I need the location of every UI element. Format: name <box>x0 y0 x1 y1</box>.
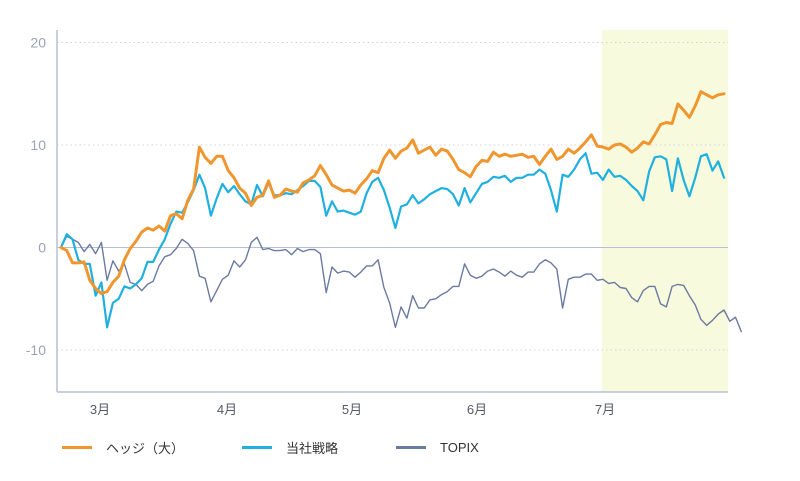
x-tick-label: 7月 <box>595 402 615 417</box>
x-tick-label: 5月 <box>342 402 362 417</box>
y-tick-labels: -10 0 10 20 <box>26 35 46 359</box>
legend: ヘッジ（大） 当社戦略 TOPIX <box>62 438 537 457</box>
x-tick-labels: 3月 4月 5月 6月 7月 <box>90 402 615 417</box>
x-tick-label: 3月 <box>90 402 110 417</box>
legend-swatch-strategy <box>242 446 273 449</box>
legend-item-strategy: 当社戦略 <box>242 438 338 457</box>
x-tick-label: 6月 <box>467 402 487 417</box>
series-line-strategy <box>59 152 726 329</box>
legend-label-hedge: ヘッジ（大） <box>106 441 185 456</box>
highlight-band <box>602 30 728 392</box>
series-line-topix <box>60 235 742 333</box>
legend-item-topix: TOPIX <box>396 440 479 455</box>
series-line-hedge <box>59 90 726 296</box>
y-tick-label: -10 <box>26 342 46 358</box>
series-lines <box>59 90 742 333</box>
y-tick-label: 20 <box>30 35 46 51</box>
legend-item-hedge: ヘッジ（大） <box>62 438 184 457</box>
legend-swatch-hedge <box>62 446 92 449</box>
legend-label-topix: TOPIX <box>440 440 479 455</box>
y-tick-label: 0 <box>38 240 46 256</box>
x-tick-label: 4月 <box>217 402 237 417</box>
legend-swatch-topix <box>396 446 427 449</box>
y-tick-label: 10 <box>30 137 46 153</box>
legend-label-strategy: 当社戦略 <box>286 441 339 456</box>
